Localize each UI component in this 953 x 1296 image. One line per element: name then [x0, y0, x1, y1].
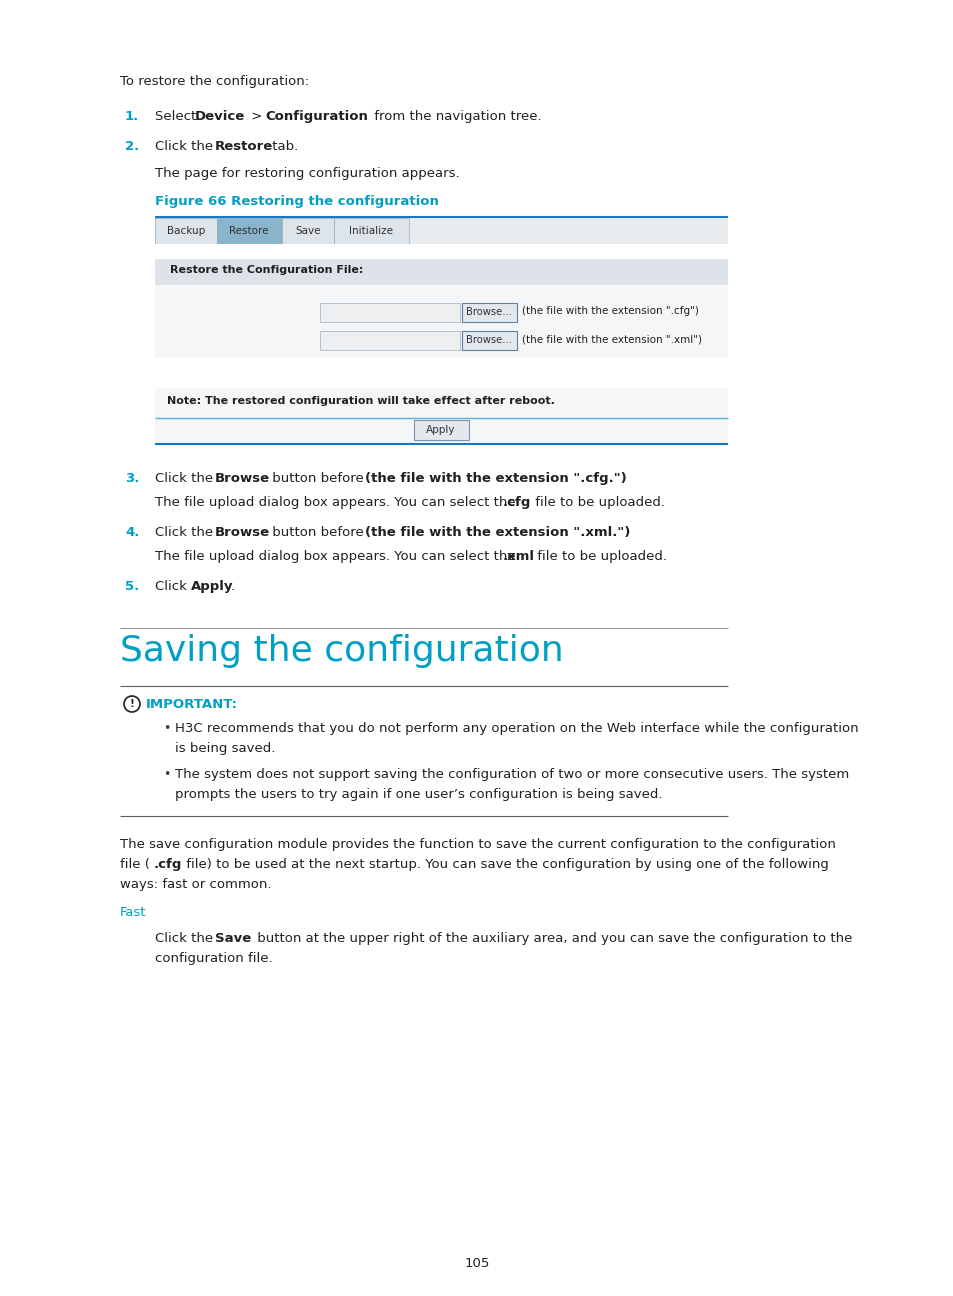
Text: tab.: tab.	[268, 140, 298, 153]
Text: Browse: Browse	[214, 472, 270, 485]
Text: button at the upper right of the auxiliary area, and you can save the configurat: button at the upper right of the auxilia…	[253, 932, 851, 945]
Text: Note: The restored configuration will take effect after reboot.: Note: The restored configuration will ta…	[167, 397, 555, 406]
Text: Click: Click	[154, 581, 191, 594]
Text: file to be uploaded.: file to be uploaded.	[533, 550, 666, 562]
Text: .cfg: .cfg	[153, 858, 182, 871]
Text: Browse: Browse	[214, 526, 270, 539]
Text: (the file with the extension ".xml."): (the file with the extension ".xml.")	[365, 526, 630, 539]
Bar	[154, 218, 727, 244]
Text: .cfg: .cfg	[502, 496, 531, 509]
Text: Restore the Configuration File:: Restore the Configuration File:	[170, 264, 363, 275]
Text: To restore the configuration:: To restore the configuration:	[120, 75, 309, 88]
Text: Configuration: Configuration	[265, 110, 368, 123]
Text: ways: fast or common.: ways: fast or common.	[120, 877, 272, 892]
Text: •: •	[163, 769, 171, 781]
Text: file (: file (	[120, 858, 150, 871]
Text: •: •	[163, 722, 171, 735]
Text: 2.: 2.	[125, 140, 139, 153]
Text: button before: button before	[268, 526, 368, 539]
Text: from the navigation tree.: from the navigation tree.	[370, 110, 541, 123]
Text: file to be uploaded.: file to be uploaded.	[531, 496, 664, 509]
Text: (the file with the extension ".xml"): (the file with the extension ".xml")	[521, 334, 701, 343]
Bar	[154, 259, 727, 445]
Bar	[414, 420, 469, 441]
Bar	[319, 330, 459, 350]
Text: Click the: Click the	[154, 472, 217, 485]
Text: Click the: Click the	[154, 140, 217, 153]
Text: file) to be used at the next startup. You can save the configuration by using on: file) to be used at the next startup. Yo…	[182, 858, 828, 871]
Bar	[282, 218, 334, 244]
Bar	[334, 218, 409, 244]
Text: Click the: Click the	[154, 526, 217, 539]
Text: Backup: Backup	[167, 226, 205, 236]
Text: Apply: Apply	[191, 581, 233, 594]
Text: >: >	[247, 110, 266, 123]
Text: 5.: 5.	[125, 581, 139, 594]
Text: The system does not support saving the configuration of two or more consecutive : The system does not support saving the c…	[174, 769, 848, 781]
Text: Saving the configuration: Saving the configuration	[120, 634, 563, 667]
Text: !: !	[130, 699, 134, 709]
Text: 4.: 4.	[125, 526, 139, 539]
Bar	[154, 358, 727, 388]
Text: Save: Save	[294, 226, 320, 236]
Text: Browse...: Browse...	[465, 334, 512, 345]
Text: 1.: 1.	[125, 110, 139, 123]
Text: Restore: Restore	[214, 140, 273, 153]
Text: Select: Select	[154, 110, 200, 123]
Text: (the file with the extension ".cfg"): (the file with the extension ".cfg")	[521, 306, 699, 316]
Text: IMPORTANT:: IMPORTANT:	[146, 699, 237, 712]
Text: (the file with the extension ".cfg."): (the file with the extension ".cfg.")	[365, 472, 626, 485]
Text: Apply: Apply	[426, 425, 456, 435]
Bar	[461, 330, 517, 350]
Text: Fast: Fast	[120, 906, 147, 919]
Text: The file upload dialog box appears. You can select the: The file upload dialog box appears. You …	[154, 496, 519, 509]
Bar	[319, 303, 459, 321]
Text: prompts the users to try again if one user’s configuration is being saved.: prompts the users to try again if one us…	[174, 788, 661, 801]
Text: Save: Save	[214, 932, 251, 945]
Text: Restore: Restore	[229, 226, 269, 236]
Text: The save configuration module provides the function to save the current configur: The save configuration module provides t…	[120, 839, 835, 851]
Text: Click the: Click the	[154, 932, 217, 945]
Text: The page for restoring configuration appears.: The page for restoring configuration app…	[154, 167, 459, 180]
Text: The file upload dialog box appears. You can select the: The file upload dialog box appears. You …	[154, 550, 519, 562]
Bar	[154, 259, 727, 285]
Text: H3C recommends that you do not perform any operation on the Web interface while : H3C recommends that you do not perform a…	[174, 722, 858, 735]
Text: is being saved.: is being saved.	[174, 743, 275, 756]
Bar	[461, 303, 517, 321]
Bar	[154, 388, 727, 443]
Text: button before: button before	[268, 472, 368, 485]
Text: 3.: 3.	[125, 472, 139, 485]
Bar	[154, 244, 727, 259]
Text: configuration file.: configuration file.	[154, 953, 273, 966]
Text: Browse...: Browse...	[465, 307, 512, 318]
Bar	[216, 218, 282, 244]
Text: .: .	[231, 581, 234, 594]
Text: 105: 105	[464, 1257, 489, 1270]
Text: Device: Device	[194, 110, 245, 123]
Bar	[154, 218, 216, 244]
Text: Figure 66 Restoring the configuration: Figure 66 Restoring the configuration	[154, 194, 438, 207]
Text: .xml: .xml	[502, 550, 535, 562]
Text: Initialize: Initialize	[349, 226, 393, 236]
